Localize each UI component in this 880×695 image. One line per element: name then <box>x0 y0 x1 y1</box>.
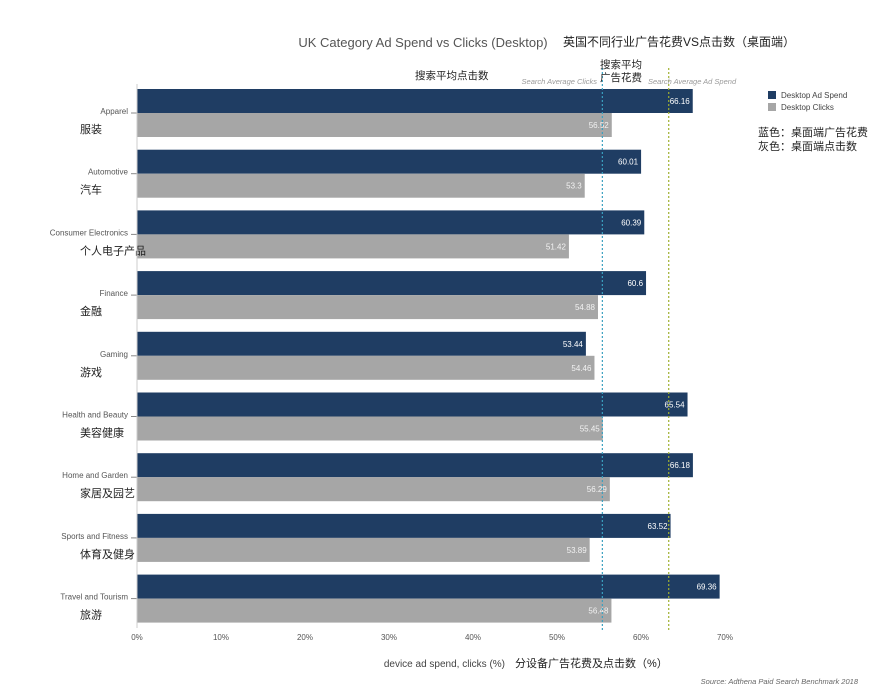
x-tick-label: 10% <box>213 633 229 642</box>
category-label-cn: 家居及园艺 <box>80 486 135 500</box>
reference-label-cn: 广告花费 <box>600 71 642 84</box>
bar-clicks <box>137 234 569 259</box>
category-label-cn: 游戏 <box>80 366 102 379</box>
bar-clicks <box>137 477 610 502</box>
legend-entry: Desktop Clicks <box>781 103 834 112</box>
chart-title: UK Category Ad Spend vs Clicks (Desktop) <box>298 35 547 50</box>
bar-clicks <box>137 113 612 137</box>
data-label-ad-spend: 60.6 <box>627 279 643 288</box>
data-label-clicks: 54.88 <box>575 303 596 312</box>
data-label-ad-spend: 63.52 <box>648 522 669 531</box>
bar-ad-spend <box>137 331 586 356</box>
legend-note-cn: 蓝色：桌面端广告花费 <box>758 125 868 139</box>
legend-swatch <box>768 103 776 111</box>
legend-swatch <box>768 91 776 99</box>
category-label: Apparel <box>100 107 128 116</box>
bar-clicks <box>137 295 598 320</box>
data-label-ad-spend: 66.18 <box>670 461 691 470</box>
category-label: Health and Beauty <box>62 411 128 420</box>
category-label-cn: 美容健康 <box>80 426 124 440</box>
x-tick-label: 0% <box>131 633 143 642</box>
data-label-clicks: 56.29 <box>587 485 608 494</box>
bar-clicks <box>137 598 612 623</box>
data-label-clicks: 54.46 <box>571 364 592 373</box>
x-tick-label: 70% <box>717 633 733 642</box>
source-note: Source: Adthena Paid Search Benchmark 20… <box>701 677 859 686</box>
data-label-clicks: 53.89 <box>567 546 588 555</box>
reference-label-cn: 搜索平均 <box>600 58 642 71</box>
x-axis-label: device ad spend, clicks (%) <box>384 659 505 670</box>
category-label: Travel and Tourism <box>60 593 128 602</box>
reference-label-cn: 搜索平均点击数 <box>415 69 489 82</box>
x-tick-label: 60% <box>633 633 649 642</box>
reference-label: Search Average Clicks <box>522 77 598 86</box>
data-label-clicks: 55.45 <box>580 425 601 434</box>
bar-clicks <box>137 173 585 198</box>
chart-title-cn: 英国不同行业广告花费VS点击数（桌面端） <box>563 34 795 49</box>
category-label: Automotive <box>88 168 129 177</box>
data-label-ad-spend: 53.44 <box>563 340 584 349</box>
data-label-ad-spend: 69.36 <box>697 583 718 592</box>
x-tick-label: 30% <box>381 633 397 642</box>
x-tick-label: 20% <box>297 633 313 642</box>
data-label-ad-spend: 60.01 <box>618 158 639 167</box>
data-label-clicks: 53.3 <box>566 182 582 191</box>
category-label-cn: 金融 <box>80 304 102 318</box>
bar-ad-spend <box>137 513 671 538</box>
bar-clicks <box>137 355 595 380</box>
category-label: Sports and Fitness <box>61 532 128 541</box>
bar-ad-spend <box>137 89 693 113</box>
bar-ad-spend <box>137 392 688 417</box>
category-label: Gaming <box>100 350 128 359</box>
bar-ad-spend <box>137 574 720 599</box>
bar-ad-spend <box>137 210 645 235</box>
bar-clicks <box>137 416 603 441</box>
category-label: Home and Garden <box>62 471 128 480</box>
legend-entry: Desktop Ad Spend <box>781 91 847 100</box>
category-label-cn: 个人电子产品 <box>80 243 146 257</box>
bar-ad-spend <box>137 149 642 174</box>
category-label-cn: 服装 <box>80 123 102 136</box>
category-label-cn: 汽车 <box>80 183 102 197</box>
x-tick-label: 50% <box>549 633 565 642</box>
data-label-clicks: 51.42 <box>546 242 567 251</box>
category-label: Finance <box>100 289 129 298</box>
data-label-clicks: 56.52 <box>589 121 610 130</box>
x-axis-label-cn: 分设备广告花费及点击数（%） <box>515 656 668 670</box>
bar-clicks <box>137 537 590 562</box>
data-label-ad-spend: 65.54 <box>665 401 686 410</box>
x-tick-label: 40% <box>465 633 481 642</box>
bar-ad-spend <box>137 271 647 296</box>
legend-note-cn: 灰色：桌面端点击数 <box>758 139 857 153</box>
data-label-ad-spend: 66.16 <box>670 97 691 106</box>
data-label-ad-spend: 60.39 <box>621 218 642 227</box>
category-label-cn: 体育及健身 <box>80 547 135 561</box>
reference-label: Search Average Ad Spend <box>648 77 737 86</box>
category-label: Consumer Electronics <box>50 228 128 237</box>
category-label-cn: 旅游 <box>80 608 102 622</box>
data-label-clicks: 56.48 <box>588 607 609 616</box>
bar-ad-spend <box>137 453 693 478</box>
